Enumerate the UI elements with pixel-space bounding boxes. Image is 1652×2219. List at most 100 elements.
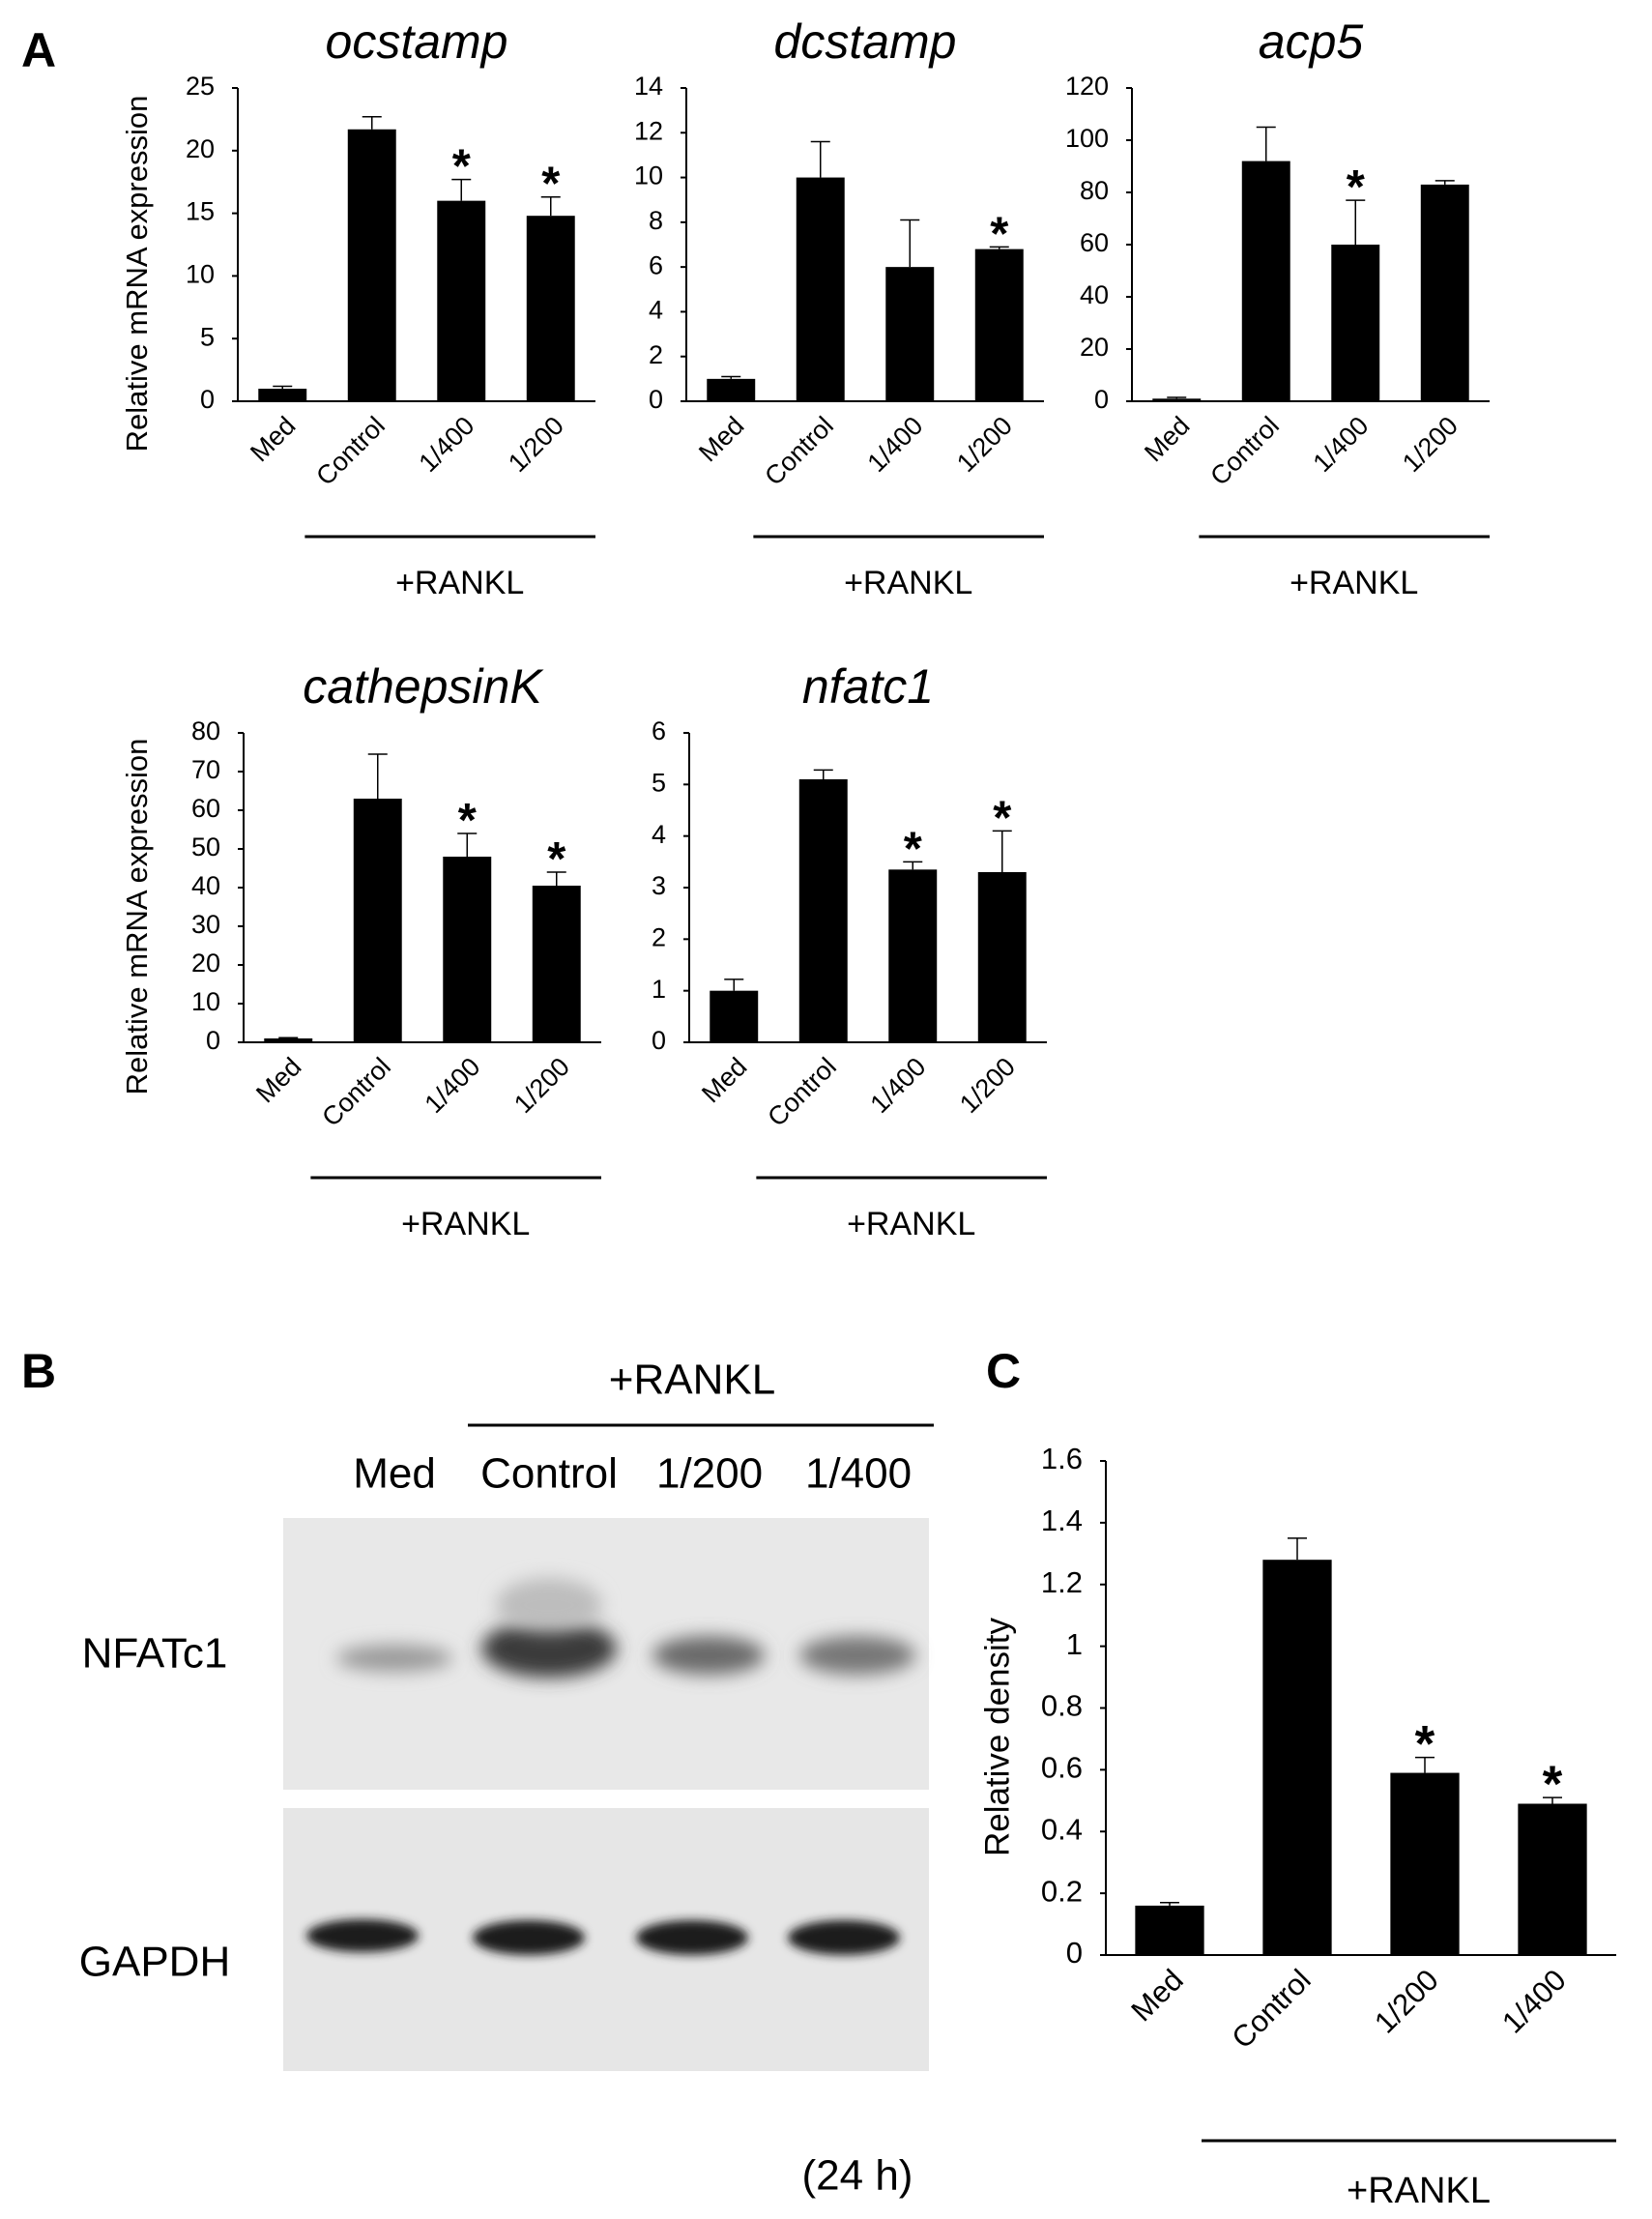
x-tick-label: Control	[759, 411, 839, 491]
x-tick-label: Med	[696, 1052, 752, 1108]
y-tick-label: 70	[191, 755, 220, 784]
y-tick-label: 40	[1080, 280, 1109, 309]
y-tick-label: 6	[652, 716, 666, 745]
panel-label: A	[21, 23, 56, 77]
y-tick-label: 1.6	[1041, 1442, 1083, 1475]
y-tick-label: 10	[634, 161, 663, 190]
y-tick-label: 60	[191, 794, 220, 823]
y-tick-label: 0	[649, 385, 663, 414]
y-tick-label: 1.4	[1041, 1504, 1083, 1537]
panel-label: C	[986, 1344, 1021, 1398]
y-tick-label: 2	[649, 340, 663, 369]
bar	[1420, 184, 1469, 401]
x-tick-label: 1/200	[503, 411, 569, 478]
bar	[888, 869, 938, 1042]
y-tick-label: 60	[1080, 228, 1109, 257]
significance-mark: *	[904, 823, 923, 875]
bar	[1518, 1803, 1587, 1955]
x-tick-label: 1/400	[420, 1052, 486, 1119]
y-tick-label: 2	[652, 922, 666, 951]
y-axis-label: Relative density	[978, 1617, 1016, 1856]
x-tick-label: Med	[250, 1052, 306, 1108]
x-tick-label: 1/200	[1368, 1963, 1445, 2040]
bar	[885, 267, 935, 401]
lane-label: 1/400	[805, 1450, 912, 1498]
y-tick-label: 0	[1094, 385, 1109, 414]
group-label: +RANKL	[1347, 2171, 1491, 2211]
bar	[353, 799, 402, 1042]
lane-label: 1/200	[656, 1450, 763, 1498]
x-tick-label: Control	[1204, 411, 1285, 491]
bar	[1331, 245, 1380, 401]
y-tick-label: 0.2	[1041, 1874, 1083, 1908]
y-tick-label: 1.2	[1041, 1565, 1083, 1599]
chart-title: cathepsinK	[303, 659, 544, 714]
y-tick-label: 0.4	[1041, 1812, 1083, 1846]
group-label: +RANKL	[1290, 565, 1418, 601]
bar	[1241, 161, 1290, 401]
bar	[1152, 398, 1202, 401]
x-tick-label: Med	[693, 411, 749, 467]
y-tick-label: 0	[206, 1026, 220, 1055]
group-label: +RANKL	[401, 1206, 530, 1242]
y-tick-label: 1	[652, 975, 666, 1004]
bar	[798, 779, 848, 1042]
bar	[707, 378, 756, 401]
y-tick-label: 12	[634, 116, 663, 145]
bar	[1262, 1560, 1332, 1955]
y-tick-label: 5	[200, 322, 215, 351]
y-tick-label: 0	[652, 1026, 666, 1055]
significance-mark: *	[993, 792, 1012, 844]
y-tick-label: 8	[649, 206, 663, 235]
time-label: (24 h)	[802, 2152, 913, 2200]
y-axis-label: Relative mRNA expression	[120, 96, 154, 453]
y-tick-label: 0	[200, 385, 215, 414]
y-axis-label: Relative mRNA expression	[120, 739, 154, 1095]
chart-title: acp5	[1259, 15, 1364, 69]
x-tick-label: 1/200	[508, 1052, 575, 1119]
bar	[1135, 1905, 1204, 1955]
x-tick-label: 1/400	[862, 411, 929, 478]
y-tick-label: 40	[191, 871, 220, 900]
group-label: +RANKL	[847, 1206, 975, 1242]
x-tick-label: Med	[1124, 1963, 1189, 2028]
significance-mark: *	[1415, 1716, 1435, 1773]
significance-mark: *	[990, 208, 1009, 260]
y-tick-label: 14	[634, 72, 663, 101]
y-tick-label: 0	[1066, 1936, 1083, 1970]
bar	[796, 177, 845, 401]
x-tick-label: Med	[245, 411, 301, 467]
x-tick-label: Control	[762, 1052, 842, 1132]
y-tick-label: 80	[1080, 176, 1109, 205]
bar	[977, 872, 1027, 1042]
y-tick-label: 0.6	[1041, 1751, 1083, 1785]
x-tick-label: 1/400	[865, 1052, 932, 1119]
group-label: +RANKL	[395, 565, 524, 601]
blot-row-label: GAPDH	[79, 1939, 230, 1986]
y-tick-label: 10	[186, 260, 215, 289]
bar	[347, 129, 396, 401]
significance-mark: *	[1543, 1756, 1563, 1813]
y-tick-label: 6	[649, 250, 663, 279]
x-tick-label: 1/200	[954, 1052, 1021, 1119]
y-tick-label: 20	[191, 949, 220, 978]
panel-label: B	[21, 1344, 56, 1398]
bar	[1390, 1772, 1460, 1955]
chart-title: ocstamp	[326, 15, 508, 69]
y-tick-label: 50	[191, 832, 220, 861]
lane-label: Control	[480, 1450, 618, 1498]
bar	[437, 200, 486, 401]
group-label: +RANKL	[844, 565, 972, 601]
group-label: +RANKL	[609, 1357, 775, 1404]
y-tick-label: 100	[1065, 124, 1109, 153]
bar	[526, 216, 575, 401]
chart-title: dcstamp	[774, 15, 957, 69]
y-tick-label: 4	[649, 296, 663, 325]
bar	[710, 990, 759, 1042]
y-tick-label: 1	[1066, 1627, 1083, 1661]
y-tick-label: 4	[652, 820, 666, 849]
x-tick-label: 1/400	[1495, 1963, 1573, 2040]
y-tick-label: 15	[186, 197, 215, 226]
